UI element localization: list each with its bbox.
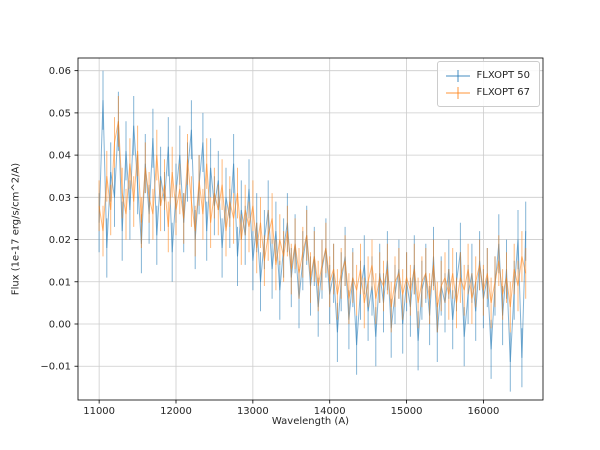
x-tick-label: 12000	[160, 406, 192, 417]
errorbar-key-icon	[445, 86, 470, 99]
errorbars-flxopt-67	[98, 96, 527, 333]
y-axis-label: Flux (1e-17 erg/s/cm^2/A)	[10, 162, 22, 296]
x-tick-label: 14000	[314, 406, 346, 417]
errorbars-flxopt-50	[98, 70, 527, 392]
errorbar-key-icon	[445, 69, 470, 82]
series-line-flxopt-50	[98, 100, 527, 363]
x-tick-label: 13000	[237, 406, 269, 417]
x-tick-label: 15000	[391, 406, 423, 417]
y-tick-label: 0.04	[49, 151, 71, 162]
series-line-flxopt-67	[98, 121, 527, 308]
legend-label: FLXOPT 67	[476, 86, 530, 98]
x-tick-label: 11000	[83, 406, 115, 417]
axes-frame	[77, 57, 544, 401]
legend: FLXOPT 50 FLXOPT 67	[436, 61, 540, 107]
y-tick-label: −0.01	[40, 362, 71, 373]
x-axis-label: Wavelength (A)	[271, 416, 350, 427]
y-tick-label: 0.01	[49, 277, 71, 288]
x-tick-label: 16000	[468, 406, 500, 417]
legend-item-flxopt-50: FLXOPT 50	[445, 67, 530, 84]
y-tick-label: 0.02	[49, 235, 71, 246]
y-tick-label: 0.05	[49, 108, 71, 119]
legend-item-flxopt-67: FLXOPT 67	[445, 84, 530, 101]
y-tick-label: 0.00	[49, 320, 71, 331]
y-tick-label: 0.03	[49, 193, 71, 204]
legend-label: FLXOPT 50	[476, 69, 530, 81]
y-tick-label: 0.06	[49, 66, 71, 77]
